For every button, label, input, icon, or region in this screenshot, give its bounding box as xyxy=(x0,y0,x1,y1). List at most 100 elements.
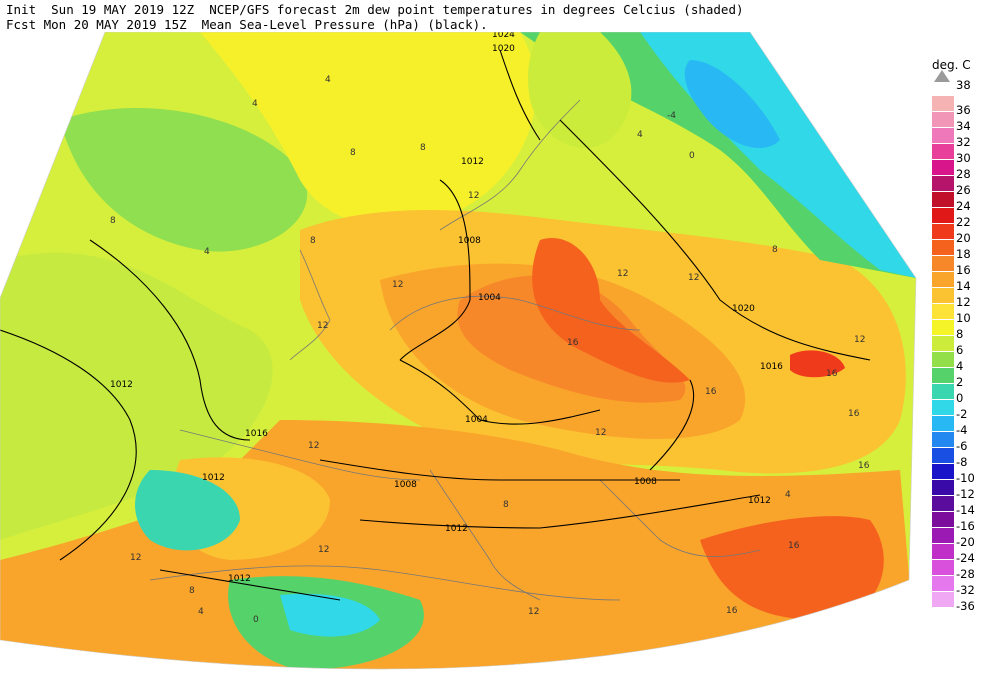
legend-label: 20 xyxy=(956,231,971,245)
coastlines xyxy=(149,99,761,601)
dewpoint-label: 12 xyxy=(317,321,328,331)
dewpoint-label: 16 xyxy=(705,387,717,397)
isobar-label: 1024 xyxy=(492,32,515,40)
legend-swatch xyxy=(932,560,954,575)
legend-row: 10 xyxy=(926,304,996,325)
dewpoint-label: 12 xyxy=(392,280,403,290)
dewpoint-label: 16 xyxy=(848,409,860,419)
isobar-labels: 1024 1020 1012 1008 1004 1012 1016 1012 … xyxy=(110,32,783,584)
dewpoint-label: 12 xyxy=(528,607,539,617)
dewpoint-map: 1024 1020 1012 1008 1004 1012 1016 1012 … xyxy=(0,32,917,670)
legend-label: 10 xyxy=(956,311,971,325)
legend-swatch xyxy=(932,256,954,271)
legend-label: 34 xyxy=(956,119,971,133)
dewpoint-label: 4 xyxy=(637,130,643,140)
legend-swatch xyxy=(932,160,954,175)
legend-row: 2 xyxy=(926,368,996,389)
legend-label: -20 xyxy=(956,535,975,549)
legend-label: 6 xyxy=(956,343,964,357)
legend-row: 30 xyxy=(926,144,996,165)
legend-label: -4 xyxy=(956,423,968,437)
legend-title: deg. C xyxy=(932,58,971,72)
legend-swatch xyxy=(932,384,954,399)
dewpoint-label: 12 xyxy=(854,335,865,345)
legend-label: 28 xyxy=(956,167,971,181)
legend-row: -28 xyxy=(926,560,996,581)
map-title-line-2: Fcst Mon 20 MAY 2019 15Z Mean Sea-Level … xyxy=(6,17,488,32)
isobar-label: 1020 xyxy=(492,44,515,54)
legend-label: -8 xyxy=(956,455,968,469)
legend-row: -4 xyxy=(926,416,996,437)
legend-label: -12 xyxy=(956,487,975,501)
legend-swatch xyxy=(932,496,954,511)
dewpoint-label: 12 xyxy=(308,441,319,451)
isobars xyxy=(0,49,871,601)
isobar-label: 1020 xyxy=(732,304,755,314)
legend-swatch xyxy=(932,400,954,415)
dewpoint-label: 4 xyxy=(198,607,204,617)
isobar-label: 1008 xyxy=(634,477,657,487)
legend-swatch xyxy=(932,288,954,303)
legend-label: 16 xyxy=(956,263,971,277)
legend-row: 6 xyxy=(926,336,996,357)
legend-label: 12 xyxy=(956,295,971,309)
legend-label: 36 xyxy=(956,103,971,117)
dewpoint-label: 16 xyxy=(567,338,579,348)
dewpoint-label: 4 xyxy=(785,490,791,500)
legend-row: 34 xyxy=(926,112,996,133)
dewpoint-labels: 4 4 8 8 8 8 4 12 12 12 12 12 12 16 16 16… xyxy=(110,75,870,625)
dewpoint-label: 8 xyxy=(420,143,426,153)
dewpoint-label: 16 xyxy=(726,606,738,616)
legend-row: 12 xyxy=(926,288,996,309)
legend-row: -16 xyxy=(926,512,996,533)
legend-swatch xyxy=(932,112,954,127)
legend-row: 24 xyxy=(926,192,996,213)
dewpoint-label: 4 xyxy=(325,75,331,85)
isobar-label: 1004 xyxy=(478,293,501,303)
legend-swatch xyxy=(932,544,954,559)
legend-swatch xyxy=(932,368,954,383)
legend-swatch xyxy=(932,528,954,543)
legend-row: -2 xyxy=(926,400,996,421)
dewpoint-label: 12 xyxy=(595,428,606,438)
legend-label: -2 xyxy=(956,407,968,421)
dewpoint-label: 12 xyxy=(688,273,699,283)
dewpoint-label: 8 xyxy=(310,236,316,246)
legend-swatch xyxy=(932,336,954,351)
legend-swatch xyxy=(932,96,954,111)
legend-label: 24 xyxy=(956,199,971,213)
dewpoint-label: 12 xyxy=(130,553,141,563)
legend-label: -14 xyxy=(956,503,975,517)
legend-row: 20 xyxy=(926,224,996,245)
legend-swatch xyxy=(932,576,954,591)
legend-swatch xyxy=(932,144,954,159)
legend-row: 28 xyxy=(926,160,996,181)
legend-label: 22 xyxy=(956,215,971,229)
legend-swatch xyxy=(932,224,954,239)
legend-label: 8 xyxy=(956,327,964,341)
legend-label: 14 xyxy=(956,279,971,293)
isobar-label: 1016 xyxy=(245,429,268,439)
legend-row: 18 xyxy=(926,240,996,261)
dewpoint-label: 16 xyxy=(788,541,800,551)
legend-swatch xyxy=(932,592,954,607)
legend-row: -24 xyxy=(926,544,996,565)
legend-row: -6 xyxy=(926,432,996,453)
legend-row: 8 xyxy=(926,320,996,341)
legend-label: -36 xyxy=(956,599,975,613)
isobar-label: 1012 xyxy=(748,496,771,506)
legend-row: -12 xyxy=(926,480,996,501)
legend-row: 22 xyxy=(926,208,996,229)
legend-row: -10 xyxy=(926,464,996,485)
legend-swatch xyxy=(932,464,954,479)
isobar-label: 1004 xyxy=(465,415,488,425)
isobar-label: 1012 xyxy=(228,574,251,584)
legend-swatch xyxy=(932,176,954,191)
legend-swatch xyxy=(932,448,954,463)
dewpoint-label: 8 xyxy=(189,586,195,596)
legend-row: -8 xyxy=(926,448,996,469)
legend-label: 0 xyxy=(956,391,964,405)
legend-label: 32 xyxy=(956,135,971,149)
dewpoint-label: 8 xyxy=(772,245,778,255)
legend-row: 26 xyxy=(926,176,996,197)
